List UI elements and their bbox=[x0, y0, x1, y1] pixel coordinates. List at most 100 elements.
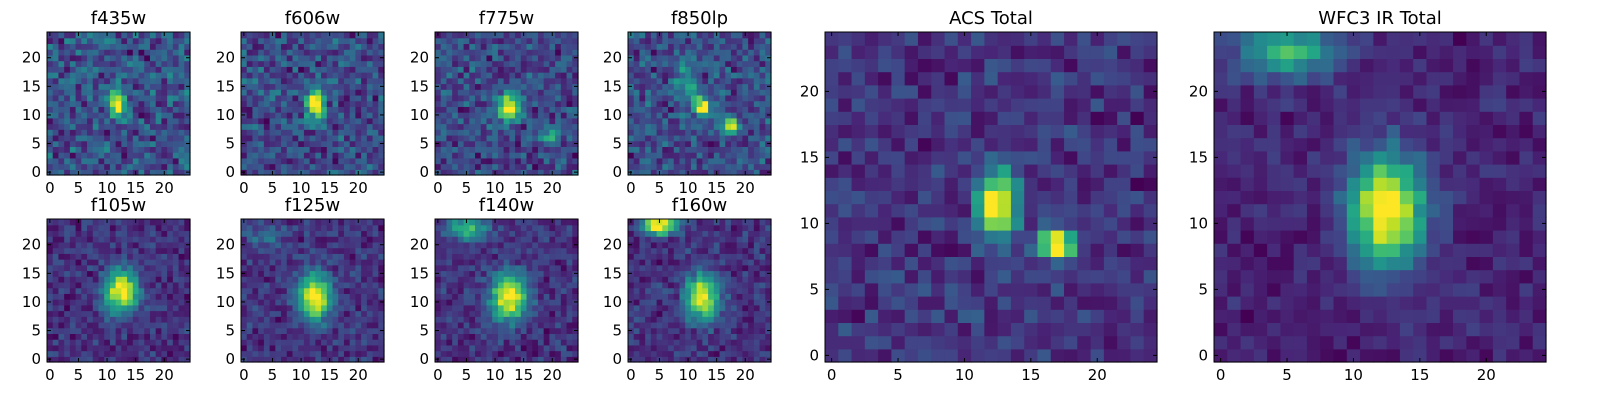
heatmap-cell bbox=[149, 230, 157, 237]
axes-frame bbox=[434, 31, 579, 176]
heatmap-cell bbox=[269, 224, 276, 232]
heatmap-cell bbox=[246, 287, 254, 294]
heatmap-cell bbox=[155, 333, 162, 340]
heatmap-cell bbox=[537, 236, 545, 243]
heatmap-cell bbox=[104, 43, 111, 50]
heatmap-cell bbox=[702, 32, 709, 39]
heatmap-cell bbox=[355, 304, 362, 312]
heatmap-cell bbox=[452, 106, 459, 113]
heatmap-cell bbox=[161, 310, 168, 317]
heatmap-cell bbox=[730, 49, 738, 56]
heatmap-cell bbox=[719, 163, 726, 170]
heatmap-cell bbox=[258, 310, 265, 317]
heatmap-cell bbox=[480, 140, 488, 147]
heatmap-cell bbox=[115, 89, 122, 96]
heatmap-cell bbox=[138, 100, 145, 107]
heatmap-cell bbox=[321, 253, 328, 260]
heatmap-cell bbox=[92, 253, 100, 260]
heatmap-cell bbox=[555, 32, 562, 39]
heatmap-cell bbox=[435, 253, 442, 260]
heatmap-cell bbox=[98, 49, 105, 56]
heatmap-cell bbox=[92, 356, 100, 363]
heatmap-cell bbox=[144, 134, 151, 142]
heatmap-cell bbox=[92, 321, 100, 329]
heatmap-cell bbox=[321, 247, 328, 254]
heatmap-cell bbox=[560, 333, 568, 340]
heatmap-cell bbox=[303, 72, 311, 79]
heatmap-cell bbox=[349, 276, 356, 283]
heatmap-cell bbox=[736, 327, 743, 334]
heatmap-cell bbox=[355, 316, 362, 323]
heatmap-cell bbox=[719, 293, 726, 300]
heatmap-cell bbox=[309, 37, 316, 45]
heatmap-cell bbox=[303, 134, 311, 142]
heatmap-cell bbox=[58, 77, 65, 85]
heatmap-cell bbox=[155, 106, 162, 113]
heatmap-cell bbox=[332, 66, 339, 73]
heatmap-cell bbox=[184, 236, 191, 243]
heatmap-cell bbox=[98, 287, 105, 294]
heatmap-cell bbox=[343, 224, 351, 232]
heatmap-cell bbox=[132, 72, 140, 79]
heatmap-cell bbox=[144, 94, 151, 102]
x-tick-label: 5 bbox=[462, 366, 472, 384]
heatmap-cell bbox=[258, 339, 265, 346]
heatmap-cell bbox=[149, 66, 157, 73]
heatmap-cell bbox=[469, 327, 476, 334]
panel-title: f435w bbox=[91, 8, 146, 29]
heatmap-cell bbox=[303, 112, 311, 119]
heatmap-cell bbox=[252, 106, 259, 113]
heatmap-cell bbox=[161, 241, 168, 249]
heatmap-cell bbox=[172, 134, 180, 142]
heatmap-cell bbox=[645, 304, 652, 312]
heatmap-cell bbox=[343, 54, 351, 62]
heatmap-cell bbox=[349, 94, 356, 102]
heatmap-cell bbox=[446, 89, 453, 96]
heatmap-cell bbox=[149, 146, 157, 153]
heatmap-cell bbox=[435, 163, 442, 170]
heatmap-cell bbox=[457, 49, 465, 56]
heatmap-cell bbox=[372, 333, 379, 340]
heatmap-cell bbox=[725, 66, 732, 73]
heatmap-cell bbox=[486, 264, 493, 272]
heatmap-cell bbox=[537, 129, 545, 136]
heatmap-cell bbox=[138, 356, 145, 363]
heatmap-cell bbox=[515, 37, 522, 45]
heatmap-cell bbox=[480, 89, 488, 96]
heatmap-cell bbox=[475, 43, 482, 50]
heatmap-cell bbox=[719, 54, 726, 62]
heatmap-cell bbox=[292, 253, 299, 260]
heatmap-cell bbox=[713, 304, 721, 312]
heatmap-cell bbox=[64, 259, 71, 266]
heatmap-cell bbox=[503, 259, 510, 266]
heatmap-cell bbox=[685, 299, 692, 306]
heatmap-cell bbox=[81, 264, 88, 272]
heatmap-cell bbox=[759, 140, 766, 147]
heatmap-cell bbox=[650, 169, 658, 176]
heatmap-cell bbox=[759, 83, 766, 90]
heatmap-cell bbox=[121, 219, 128, 226]
heatmap-cell bbox=[172, 339, 180, 346]
heatmap-cell bbox=[81, 169, 88, 176]
heatmap-cell bbox=[372, 94, 379, 102]
heatmap-cell bbox=[75, 60, 82, 67]
y-tick-label: 20 bbox=[22, 49, 41, 67]
heatmap-cell bbox=[748, 344, 755, 352]
heatmap-cell bbox=[167, 316, 174, 323]
heatmap-cell bbox=[650, 163, 658, 170]
heatmap-cell bbox=[155, 241, 162, 249]
heatmap-cell bbox=[526, 146, 533, 153]
heatmap-cell bbox=[497, 281, 505, 289]
heatmap-cell bbox=[149, 339, 157, 346]
heatmap-cell bbox=[81, 281, 88, 289]
heatmap-cell bbox=[645, 134, 652, 142]
heatmap-cell bbox=[69, 264, 77, 272]
heatmap-cell bbox=[104, 66, 111, 73]
heatmap-cell bbox=[269, 123, 276, 130]
heatmap-cell bbox=[241, 117, 248, 125]
heatmap-cell bbox=[286, 304, 294, 312]
heatmap-cell bbox=[378, 350, 385, 357]
heatmap-cell bbox=[52, 344, 60, 352]
heatmap-cell bbox=[452, 276, 459, 283]
